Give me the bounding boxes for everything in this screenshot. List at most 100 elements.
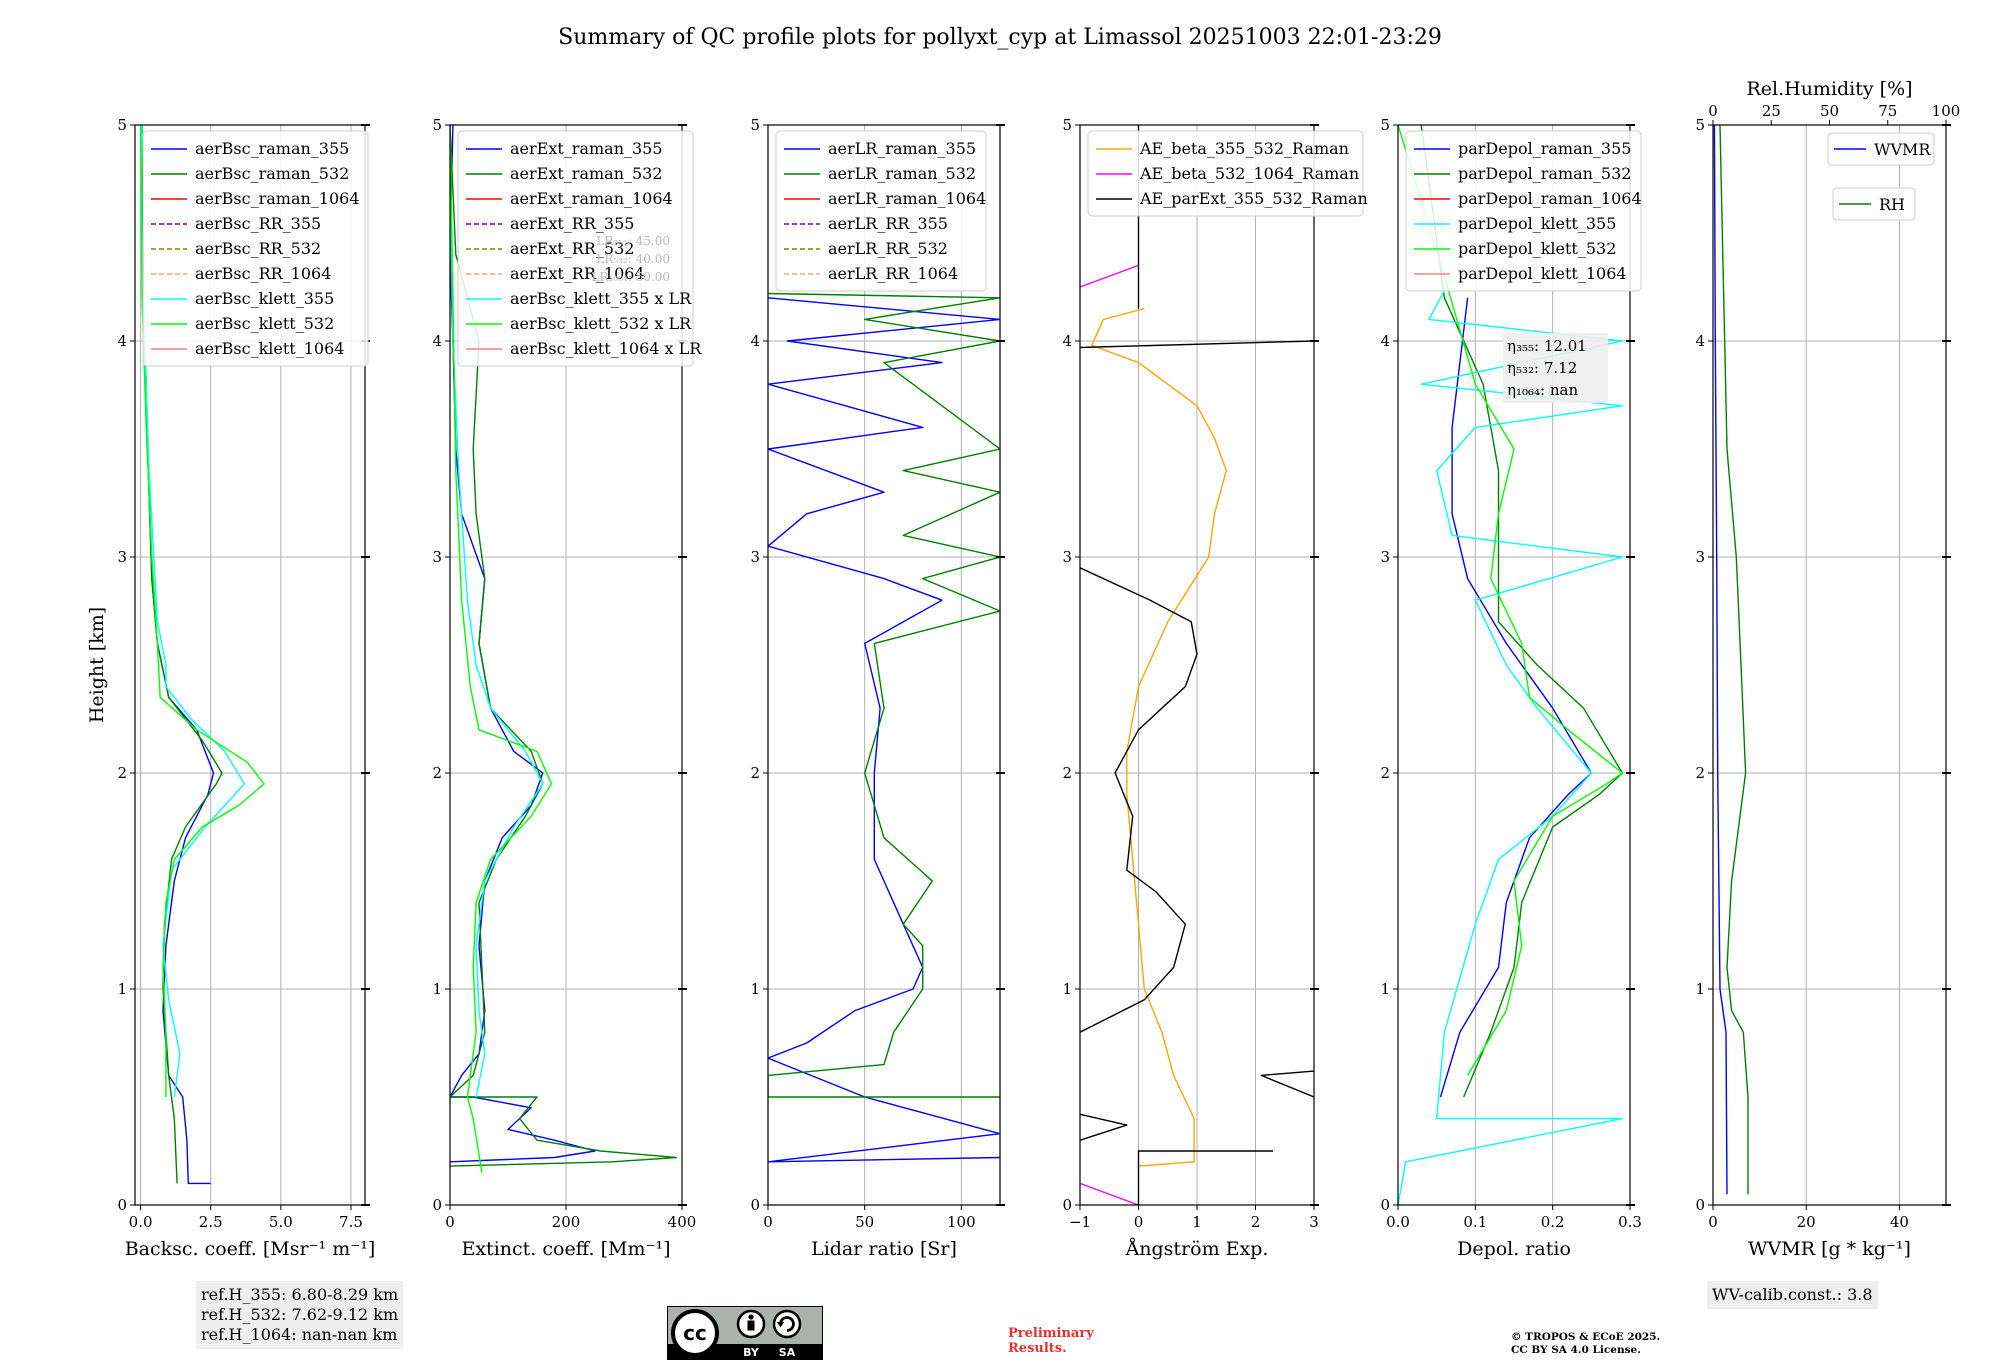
panel-5: 0.0 0.1 0.2 0.3 0 1 2 3 4 5 Depol. ratio parDepol_r… xyxy=(1380,116,1641,1260)
y-tick-label: 1 xyxy=(432,980,442,998)
lidar-ratio-label: LR₁₀₆₄: 50.00 xyxy=(592,270,670,284)
y-tick-label: 0 xyxy=(1062,1196,1072,1214)
legend-label: parDepol_raman_532 xyxy=(1458,164,1631,183)
top-x-tick-label: 50 xyxy=(1820,102,1839,120)
series-line xyxy=(450,125,553,1173)
legend-box xyxy=(1827,132,1935,166)
y-tick-label: 1 xyxy=(117,980,127,998)
x-tick-label: 0.1 xyxy=(1463,1213,1487,1231)
y-tick-label: 3 xyxy=(750,548,760,566)
lidar-ratio-label: LR₃₅₅: 45.00 xyxy=(596,234,670,248)
series-line xyxy=(1719,125,1749,1195)
series-line xyxy=(1439,297,1593,1098)
x-tick-label: −1 xyxy=(1069,1213,1091,1231)
x-axis-label: Backsc. coeff. [Msr⁻¹ m⁻¹] xyxy=(125,1238,376,1260)
series-line xyxy=(768,297,1000,1163)
y-tick-label: 3 xyxy=(1380,548,1390,566)
top-x-tick-label: 25 xyxy=(1762,102,1781,120)
y-tick-label: 2 xyxy=(1062,764,1072,782)
legend-label: aerExt_RR_355 xyxy=(510,214,634,233)
legend-box xyxy=(1832,187,1916,221)
preliminary-line-1: Preliminary xyxy=(1008,1326,1094,1341)
x-tick-label: 5.0 xyxy=(269,1213,293,1231)
eta-box xyxy=(1503,333,1608,403)
x-tick-label: 0 xyxy=(763,1213,773,1231)
x-tick-label: 40 xyxy=(1890,1213,1909,1231)
legend-label: aerLR_raman_532 xyxy=(828,164,976,183)
eta-label: η₃₅₅: 12.01 xyxy=(1507,337,1587,355)
series-line xyxy=(450,168,544,1098)
top-x-tick-label: 75 xyxy=(1878,102,1897,120)
y-tick-label: 2 xyxy=(750,764,760,782)
x-tick-label: 0 xyxy=(1134,1213,1144,1231)
series-line xyxy=(1080,567,1198,1033)
x-tick-label: 7.5 xyxy=(339,1213,363,1231)
axes-frame xyxy=(134,124,366,1206)
legend-label: aerLR_RR_1064 xyxy=(828,264,958,283)
cc-by-sa-badge: cc BY SA xyxy=(666,1305,824,1361)
panels: 0.0 2.5 5.0 7.5 0 1 2 3 4 5 Backsc. coeff. [Msr⁻¹ … xyxy=(86,78,1960,1260)
x-tick-label: 2.5 xyxy=(199,1213,223,1231)
eta-label: η₁₀₆₄: nan xyxy=(1507,381,1578,399)
y-tick-label: 1 xyxy=(1695,980,1705,998)
panel-6: 0 20 40 0 1 2 3 4 5 WVMR [g * kg⁻¹] 0 25 50 75 100 Rel.… xyxy=(1695,78,1960,1260)
legend-label: aerBsc_klett_532 x LR xyxy=(510,314,692,333)
series-line xyxy=(1398,275,1624,1205)
y-tick-label: 5 xyxy=(1062,116,1072,134)
legend-label: WVMR xyxy=(1874,140,1931,159)
legend-label: aerExt_raman_1064 xyxy=(510,189,673,208)
series-line xyxy=(1420,125,1624,1098)
axes-frame xyxy=(1397,124,1631,1206)
x-axis-label: Depol. ratio xyxy=(1457,1238,1571,1260)
series-line xyxy=(1260,1070,1314,1098)
y-tick-label: 1 xyxy=(1380,980,1390,998)
legend-box xyxy=(1087,130,1364,217)
legend-label: RH xyxy=(1879,195,1905,214)
reference-height-note: ref.H_355: 6.80-8.29 km ref.H_532: 7.62-… xyxy=(196,1281,404,1349)
series-group xyxy=(1080,125,1314,1205)
series-line xyxy=(768,292,1000,1098)
cc-by-sa-icon: cc BY SA xyxy=(666,1305,824,1361)
copyright-line-2: CC BY SA 4.0 License. xyxy=(1511,1344,1641,1356)
legend-label: aerBsc_klett_532 xyxy=(195,314,334,333)
x-tick-label: 0 xyxy=(445,1213,455,1231)
y-tick-label: 3 xyxy=(117,548,127,566)
series-line xyxy=(1713,125,1728,1195)
x-tick-label: 0.0 xyxy=(1386,1213,1410,1231)
legend-label: aerBsc_raman_532 xyxy=(195,164,349,183)
legend-label: aerBsc_klett_355 xyxy=(195,289,334,308)
legend-label: parDepol_raman_1064 xyxy=(1458,189,1642,208)
series-line xyxy=(1080,264,1139,288)
preliminary-results-note: Preliminary Results. xyxy=(1008,1326,1094,1356)
panel-1: 0.0 2.5 5.0 7.5 0 1 2 3 4 5 Backsc. coeff. [Msr⁻¹ … xyxy=(86,116,375,1260)
series-group xyxy=(1398,125,1624,1205)
axes-frame xyxy=(767,124,1001,1206)
cc-text: cc xyxy=(683,1321,707,1345)
eta-label: η₅₃₂: 7.12 xyxy=(1507,359,1577,377)
series-line xyxy=(139,125,246,1098)
ref-h-355: ref.H_355: 6.80-8.29 km xyxy=(201,1285,399,1304)
y-tick-label: 0 xyxy=(750,1196,760,1214)
series-group xyxy=(768,292,1000,1163)
panel-2: 0 200 400 0 1 2 3 4 5 Extinct. coeff. [Mm⁻¹] aerEx… xyxy=(432,116,702,1260)
series-group xyxy=(450,125,677,1173)
sa-text: SA xyxy=(779,1346,796,1359)
legend-label: aerLR_RR_532 xyxy=(828,239,948,258)
y-tick-label: 4 xyxy=(750,332,760,350)
legend-label: aerExt_raman_532 xyxy=(510,164,663,183)
series-group xyxy=(1713,125,1749,1195)
legend-box xyxy=(775,130,987,292)
preliminary-line-2: Results. xyxy=(1008,1341,1067,1356)
series-line xyxy=(1080,1113,1128,1141)
series-line xyxy=(1080,340,1314,349)
y-tick-label: 5 xyxy=(1380,116,1390,134)
legend-label: aerBsc_klett_355 x LR xyxy=(510,289,692,308)
y-tick-label: 3 xyxy=(1695,548,1705,566)
x-tick-label: 20 xyxy=(1797,1213,1816,1231)
legend-label: aerLR_raman_1064 xyxy=(828,189,986,208)
x-axis-label: Extinct. coeff. [Mm⁻¹] xyxy=(461,1238,670,1260)
legend-label: aerBsc_RR_1064 xyxy=(195,264,331,283)
y-tick-label: 0 xyxy=(117,1196,127,1214)
